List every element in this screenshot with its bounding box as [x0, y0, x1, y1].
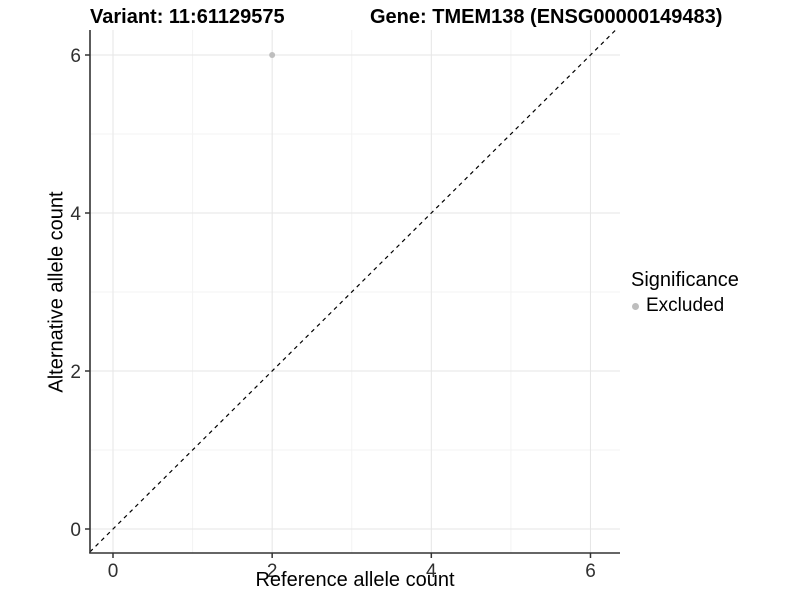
identity-line — [89, 29, 617, 553]
x-axis-title: Reference allele count — [255, 569, 455, 591]
y-tick-label: 4 — [70, 204, 81, 225]
y-tick-label: 6 — [70, 46, 81, 67]
legend-entry: Excluded — [631, 295, 739, 317]
legend: Significance Excluded — [631, 269, 739, 317]
y-tick-label: 0 — [70, 520, 81, 541]
x-tick-label: 4 — [426, 561, 437, 582]
y-axis-title: Alternative allele count — [45, 191, 68, 393]
gene-title: Gene: TMEM138 (ENSG00000149483) — [370, 6, 723, 28]
y-tick-label: 2 — [70, 362, 81, 383]
x-tick-label: 0 — [108, 561, 119, 582]
legend-title: Significance — [631, 269, 739, 291]
legend-entry-label: Excluded — [646, 295, 725, 316]
x-tick-label: 6 — [585, 561, 596, 582]
legend-point-icon — [632, 302, 639, 310]
x-tick-label: 2 — [267, 561, 278, 582]
variant-title: Variant: 11:61129575 — [90, 6, 285, 28]
data-point — [269, 52, 276, 58]
